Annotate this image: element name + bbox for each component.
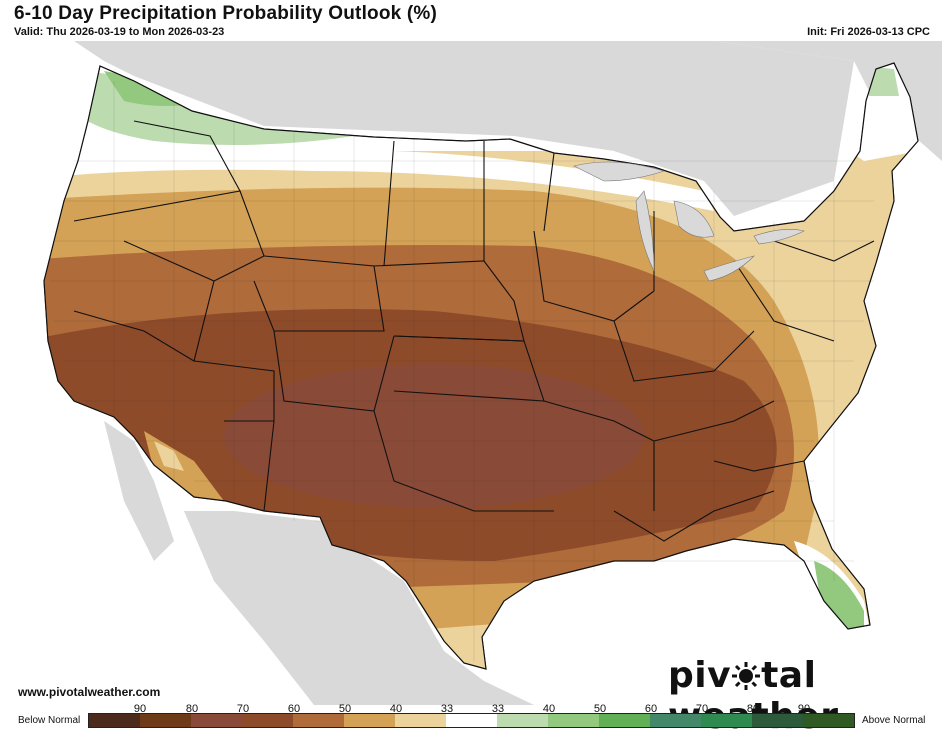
legend-tick: 33	[440, 703, 454, 715]
legend-tick: 40	[389, 703, 403, 715]
great-lakes	[573, 161, 805, 282]
baja-land	[104, 421, 174, 561]
conus-border	[43, 62, 919, 670]
legend-tick: 50	[338, 703, 352, 715]
legend-swatch	[752, 714, 803, 727]
map-title: 6-10 Day Precipitation Probability Outlo…	[14, 3, 438, 24]
legend-tick: 50	[593, 703, 607, 715]
legend-tick: 90	[797, 703, 811, 715]
legend-swatch	[140, 714, 191, 727]
legend-ticks: 90 80 70 60 50 40 33 33 40 50 60 70 80 9…	[0, 703, 944, 715]
init-time: Init: Fri 2026-03-13 CPC	[807, 26, 930, 38]
valid-period: Valid: Thu 2026-03-19 to Mon 2026-03-23	[14, 26, 225, 38]
map-svg	[14, 41, 942, 705]
canada-land	[14, 41, 942, 161]
legend-swatch	[701, 714, 752, 727]
legend-tick: 60	[287, 703, 301, 715]
legend-swatch	[497, 714, 548, 727]
legend-swatch	[599, 714, 650, 727]
legend-swatch	[89, 714, 140, 727]
legend-color-bar	[88, 713, 855, 728]
legend-tick: 70	[236, 703, 250, 715]
legend-tick: 80	[746, 703, 760, 715]
legend-swatch	[803, 714, 854, 727]
legend-swatch	[344, 714, 395, 727]
legend-tick: 33	[491, 703, 505, 715]
legend-tick: 90	[133, 703, 147, 715]
legend-swatch	[242, 714, 293, 727]
legend-tick: 40	[542, 703, 556, 715]
source-url[interactable]: www.pivotalweather.com	[18, 685, 161, 699]
state-borders	[73, 120, 875, 542]
sun-gear-icon	[732, 662, 761, 690]
legend-swatch	[395, 714, 446, 727]
legend-swatch	[548, 714, 599, 727]
legend-swatch	[293, 714, 344, 727]
legend-tick: 60	[644, 703, 658, 715]
precipitation-map	[14, 41, 942, 705]
legend-swatch	[191, 714, 242, 727]
county-lines	[50, 81, 874, 661]
legend-tick: 70	[695, 703, 709, 715]
legend-above-label: Above Normal	[862, 715, 926, 726]
legend-swatch	[446, 714, 497, 727]
legend-below-label: Below Normal	[18, 715, 81, 726]
legend-tick: 80	[185, 703, 199, 715]
mexico-land	[184, 511, 534, 705]
brand-text-left: piv	[668, 655, 732, 696]
canada-south-land	[74, 41, 854, 216]
legend-swatch	[650, 714, 701, 727]
